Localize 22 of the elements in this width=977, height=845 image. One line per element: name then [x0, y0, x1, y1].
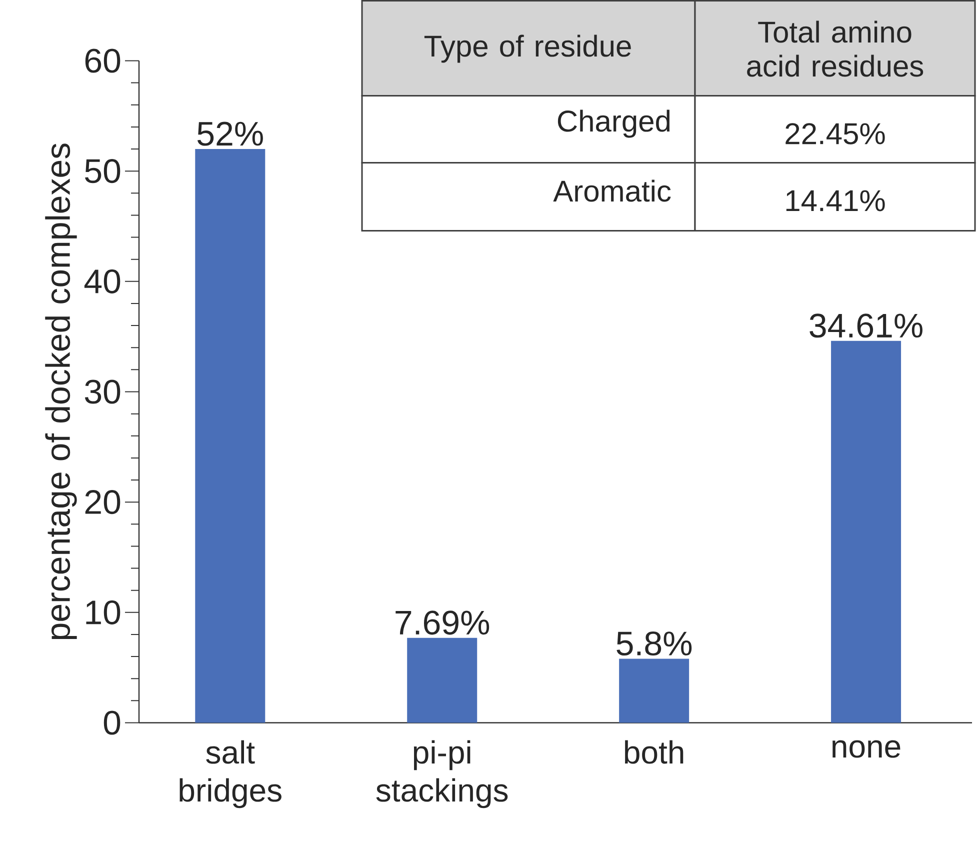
x-tick-label: both	[624, 740, 684, 764]
x-tick-label: salt bridges	[180, 740, 282, 808]
y-axis-title: percentage of docked complexes	[45, 144, 77, 640]
y-tick-label: 0	[104, 710, 120, 735]
y-tick-label: 30	[84, 380, 120, 404]
annotation: Total amino acid residues	[747, 20, 924, 77]
y-tick-label: 40	[84, 270, 120, 294]
annotation: Type of residue	[424, 34, 631, 63]
data-label: 34.61%	[810, 314, 922, 338]
x-tick-label: pi-pi stackings	[376, 740, 508, 808]
y-tick-label: 20	[85, 490, 120, 514]
annotation: 14.41%	[786, 190, 885, 212]
data-label: 52%	[197, 122, 263, 146]
annotation: Charged	[558, 110, 670, 138]
annotation: Aromatic	[553, 180, 671, 202]
annotation: 22.45%	[786, 123, 885, 144]
y-tick-label: 50	[85, 159, 120, 184]
y-tick-label: 60	[85, 48, 120, 73]
data-label: 7.69%	[396, 610, 490, 635]
x-tick-label: none	[832, 740, 900, 758]
y-tick-label: 10	[86, 600, 120, 625]
data-label: 5.8%	[616, 632, 692, 656]
